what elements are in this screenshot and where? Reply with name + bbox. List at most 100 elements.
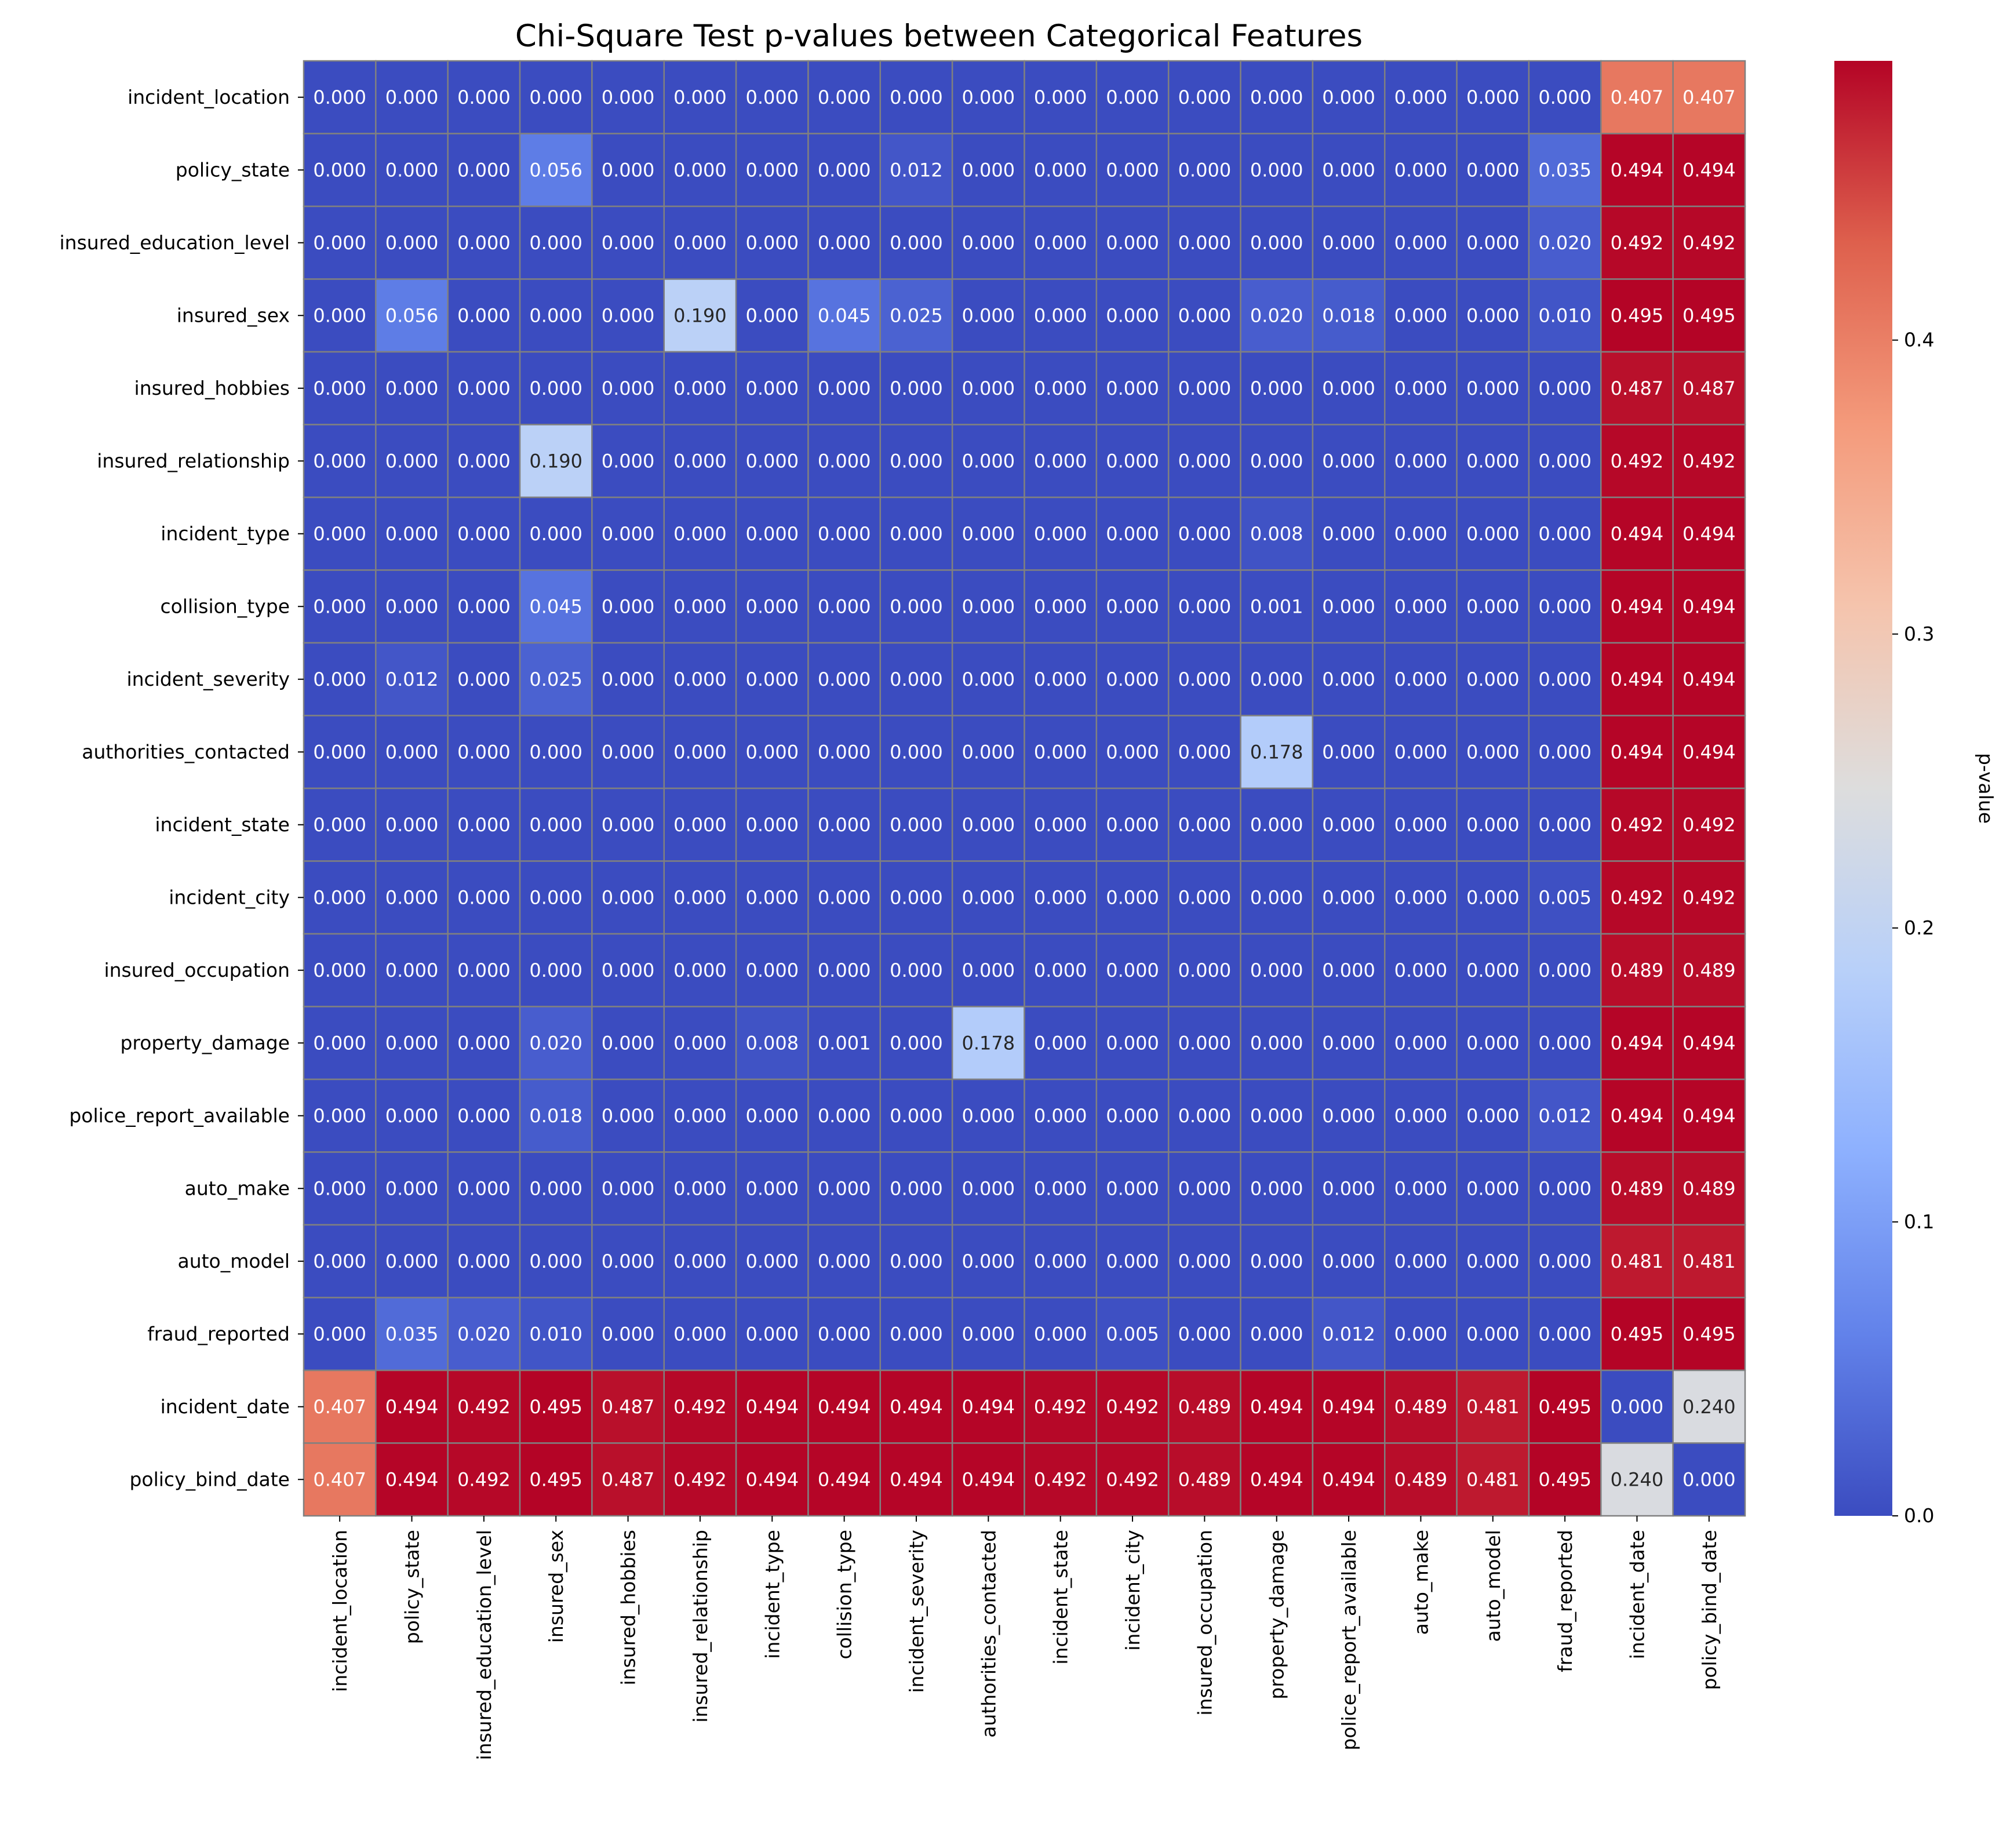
cell-value-label: 0.407 bbox=[1682, 86, 1736, 108]
heatmap-cell bbox=[1095, 1297, 1170, 1372]
heatmap-cell bbox=[1672, 787, 1746, 862]
cell-value-label: 0.000 bbox=[1178, 1177, 1232, 1199]
y-tick-label: incident_city bbox=[169, 886, 290, 908]
cell-value-label: 0.000 bbox=[1322, 159, 1375, 181]
cell-value-label: 0.000 bbox=[1322, 668, 1375, 690]
heatmap-cell bbox=[951, 205, 1025, 280]
cell-value-label: 0.000 bbox=[1106, 1250, 1159, 1272]
cell-value-label: 0.000 bbox=[1178, 886, 1232, 908]
cell-value-label: 0.000 bbox=[602, 304, 655, 326]
cell-value-label: 0.407 bbox=[313, 1396, 366, 1418]
cell-value-label: 0.000 bbox=[313, 741, 366, 763]
cell-value-label: 0.035 bbox=[385, 1323, 439, 1345]
cell-value-label: 0.000 bbox=[1034, 159, 1087, 181]
x-tick-label: police_report_available bbox=[1338, 1530, 1360, 1751]
cell-value-label: 0.012 bbox=[890, 159, 943, 181]
cell-value-label: 0.000 bbox=[745, 86, 799, 108]
cell-value-label: 0.494 bbox=[1611, 741, 1664, 763]
cell-value-label: 0.020 bbox=[529, 1032, 582, 1054]
cell-value-label: 0.000 bbox=[1178, 523, 1232, 545]
heatmap-cell bbox=[1672, 424, 1746, 499]
cell-value-label: 0.000 bbox=[1394, 886, 1448, 908]
heatmap-cell bbox=[447, 133, 521, 208]
heatmap-cell bbox=[1095, 933, 1170, 1007]
colorbar-gradient bbox=[1834, 61, 1892, 1516]
heatmap-cell bbox=[1384, 1224, 1458, 1298]
heatmap-cell bbox=[303, 715, 377, 790]
x-tick-label: auto_model bbox=[1482, 1530, 1505, 1642]
heatmap-cell bbox=[591, 205, 665, 280]
y-tick-label: incident_severity bbox=[126, 668, 290, 690]
cell-value-label: 0.000 bbox=[673, 450, 727, 472]
heatmap-cells bbox=[303, 60, 1746, 1517]
cell-value-label: 0.000 bbox=[1394, 86, 1448, 108]
cell-value-label: 0.000 bbox=[673, 523, 727, 545]
heatmap-cell bbox=[375, 205, 449, 280]
cell-value-label: 0.000 bbox=[1106, 741, 1159, 763]
cell-value-label: 0.000 bbox=[1394, 595, 1448, 617]
cell-value-label: 0.000 bbox=[313, 523, 366, 545]
cell-value-label: 0.000 bbox=[1322, 741, 1375, 763]
cell-value-label: 0.494 bbox=[962, 1396, 1015, 1418]
cell-value-label: 0.000 bbox=[1034, 304, 1087, 326]
heatmap-cell bbox=[303, 1078, 377, 1153]
cell-value-label: 0.000 bbox=[1466, 1250, 1520, 1272]
colorbar-tick-label: 0.1 bbox=[1904, 1210, 1934, 1233]
heatmap-cell bbox=[1312, 1151, 1386, 1226]
cell-value-label: 0.000 bbox=[457, 86, 511, 108]
heatmap-cell bbox=[1167, 1224, 1241, 1298]
cell-value-label: 0.000 bbox=[1394, 1032, 1448, 1054]
cell-value-label: 0.000 bbox=[673, 1323, 727, 1345]
cell-value-label: 0.000 bbox=[385, 814, 439, 836]
cell-value-label: 0.000 bbox=[745, 814, 799, 836]
heatmap-cell bbox=[303, 1006, 377, 1081]
cell-value-label: 0.000 bbox=[1322, 1250, 1375, 1272]
heatmap-cell bbox=[663, 860, 737, 935]
cell-value-label: 0.000 bbox=[673, 1177, 727, 1199]
heatmap-cell bbox=[447, 1369, 521, 1444]
cell-value-label: 0.000 bbox=[1322, 86, 1375, 108]
heatmap-cell bbox=[375, 569, 449, 644]
y-tick-label: auto_make bbox=[185, 1177, 290, 1199]
cell-value-label: 0.000 bbox=[602, 1177, 655, 1199]
cell-value-label: 0.000 bbox=[818, 1323, 871, 1345]
cell-value-label: 0.481 bbox=[1466, 1396, 1520, 1418]
cell-value-label: 0.000 bbox=[457, 523, 511, 545]
cell-value-label: 0.190 bbox=[673, 304, 727, 326]
heatmap-cell bbox=[519, 351, 593, 425]
cell-value-label: 0.000 bbox=[1394, 377, 1448, 399]
heatmap-cell bbox=[1528, 642, 1602, 716]
cell-value-label: 0.000 bbox=[1538, 668, 1592, 690]
heatmap-cell bbox=[1528, 1369, 1602, 1444]
cell-value-label: 0.000 bbox=[745, 450, 799, 472]
heatmap-cell bbox=[447, 351, 521, 425]
heatmap-cell bbox=[1384, 787, 1458, 862]
cell-value-label: 0.000 bbox=[1394, 1177, 1448, 1199]
cell-value-label: 0.000 bbox=[673, 886, 727, 908]
heatmap-cell bbox=[1600, 133, 1674, 208]
heatmap-cell bbox=[735, 278, 809, 353]
cell-value-label: 0.494 bbox=[385, 1468, 439, 1490]
x-tick-label: collision_type bbox=[833, 1530, 856, 1660]
y-tick-label: insured_hobbies bbox=[134, 377, 290, 399]
cell-value-label: 0.000 bbox=[385, 1250, 439, 1272]
heatmap-cell bbox=[1528, 1442, 1602, 1517]
heatmap-cell bbox=[1240, 787, 1314, 862]
heatmap-cell bbox=[1095, 642, 1170, 716]
heatmap-cell bbox=[735, 715, 809, 790]
heatmap-cell bbox=[807, 205, 882, 280]
y-tick-label: auto_model bbox=[177, 1250, 290, 1272]
heatmap-cell bbox=[1167, 642, 1241, 716]
cell-value-label: 0.494 bbox=[1322, 1468, 1375, 1490]
cell-value-label: 0.000 bbox=[745, 232, 799, 254]
cell-value-label: 0.008 bbox=[1250, 523, 1303, 545]
heatmap-cell bbox=[1095, 1442, 1170, 1517]
heatmap-cell bbox=[591, 1078, 665, 1153]
cell-value-label: 0.000 bbox=[1034, 1105, 1087, 1127]
heatmap-cell bbox=[303, 1297, 377, 1372]
heatmap-cell bbox=[663, 278, 737, 353]
cell-value-label: 0.000 bbox=[1466, 450, 1520, 472]
cell-value-label: 0.000 bbox=[1034, 377, 1087, 399]
cell-value-label: 0.000 bbox=[673, 377, 727, 399]
